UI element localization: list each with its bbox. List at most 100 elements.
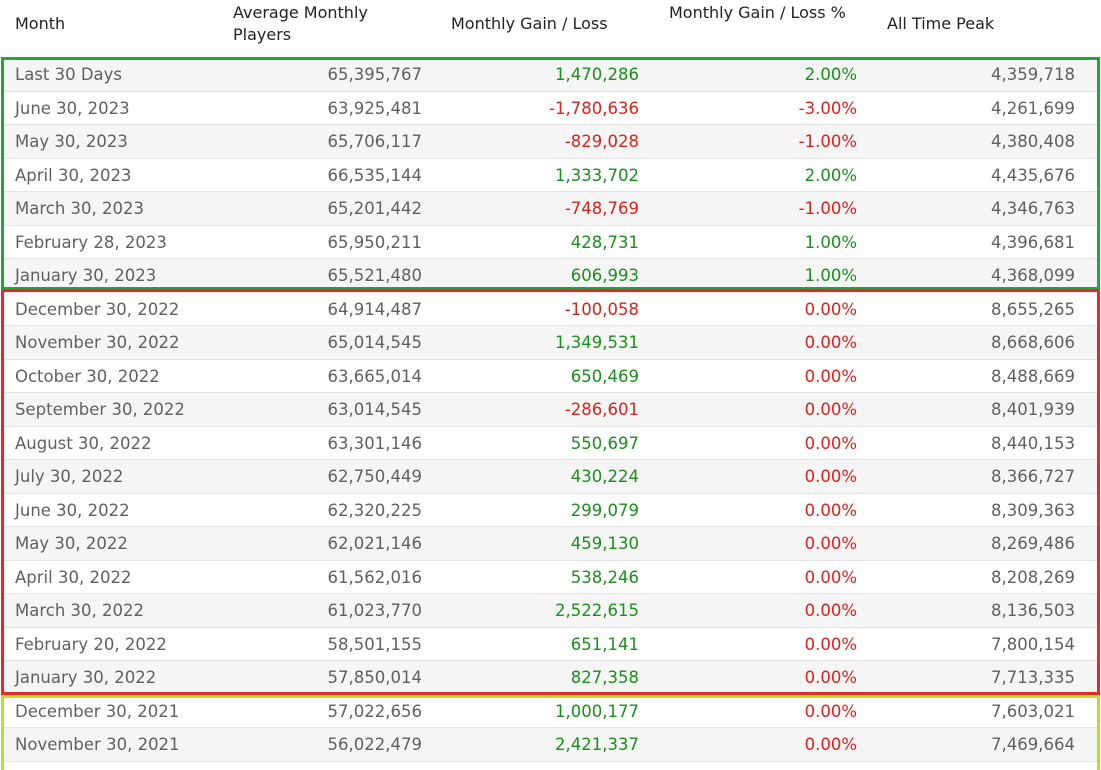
cell-average-players: 66,535,144 <box>327 165 422 185</box>
cell-gain-loss-percent: 0.00% <box>804 634 857 654</box>
cell-gain-loss: 1,349,531 <box>555 333 639 352</box>
cell-gain-loss: -748,769 <box>564 199 639 218</box>
cell-all-time-peak: 4,435,676 <box>991 165 1075 185</box>
cell-month: January 30, 2022 <box>15 668 157 687</box>
cell-month: November 30, 2022 <box>15 333 180 352</box>
cell-average-players: 65,014,545 <box>327 333 422 352</box>
cell-gain-loss: -1,780,636 <box>549 98 639 118</box>
cell-month: March 30, 2023 <box>15 199 145 218</box>
cell-gain-loss-percent: 0.00% <box>804 735 857 754</box>
header-month[interactable]: Month <box>15 14 66 33</box>
cell-month: December 30, 2021 <box>15 701 180 721</box>
cell-all-time-peak: 8,401,939 <box>991 400 1075 419</box>
cell-average-players: 64,914,487 <box>327 299 422 319</box>
cell-all-time-peak: 8,440,153 <box>991 433 1075 453</box>
table-row[interactable]: May 30, 2022 62,021,146 459,130 0.00% 8,269,… <box>2 527 1099 561</box>
cell-average-players: 63,925,481 <box>327 98 422 118</box>
table-row[interactable]: July 30, 2022 62,750,449 430,224 0.00% 8,366… <box>2 460 1099 494</box>
table-row[interactable]: August 30, 2022 63,301,146 550,697 0.00% 8,4… <box>2 426 1099 460</box>
cell-gain-loss: 459,130 <box>570 534 639 553</box>
cell-average-players: 56,022,479 <box>327 735 422 754</box>
cell-month: February 20, 2022 <box>15 634 167 654</box>
cell-average-players: 58,501,155 <box>327 634 422 654</box>
cell-gain-loss: 2,421,337 <box>555 735 639 754</box>
cell-gain-loss-percent: 2.00% <box>804 65 857 84</box>
cell-month: June 30, 2023 <box>15 98 130 118</box>
table-row[interactable]: March 30, 2023 65,201,442 -748,769 -1.00% 4,… <box>2 192 1099 226</box>
table-row[interactable]: November 30, 2021 56,022,479 2,421,337 0.00… <box>2 728 1099 762</box>
cell-all-time-peak: 8,668,606 <box>991 333 1075 352</box>
cell-gain-loss-percent: 2.00% <box>804 165 857 185</box>
cell-month: May 30, 2022 <box>15 534 128 553</box>
table-row[interactable]: January 30, 2023 65,521,480 606,993 1.00% 4,… <box>2 259 1099 293</box>
cell-gain-loss-percent: 0.00% <box>804 366 857 386</box>
cell-month: May 30, 2023 <box>15 132 128 151</box>
cell-all-time-peak: 4,346,763 <box>991 199 1075 218</box>
table-row[interactable]: December 30, 2022 64,914,487 -100,058 0.00%… <box>2 292 1099 326</box>
cell-gain-loss: 651,141 <box>570 634 639 654</box>
cell-average-players: 63,014,545 <box>327 400 422 419</box>
cell-gain-loss: 2,522,615 <box>555 601 639 620</box>
cell-gain-loss-percent: 1.00% <box>804 232 857 252</box>
cell-gain-loss: 606,993 <box>570 266 639 285</box>
cell-gain-loss: 650,469 <box>570 366 639 386</box>
table-row[interactable]: February 20, 2022 58,501,155 651,141 0.00% 7… <box>2 627 1099 661</box>
table-row[interactable]: December 30, 2021 57,022,656 1,000,177 0.00… <box>2 694 1099 728</box>
cell-average-players: 65,395,767 <box>327 65 422 84</box>
table-row[interactable]: October 30, 2022 63,665,014 650,469 0.00% 8,… <box>2 359 1099 393</box>
cell-month: February 28, 2023 <box>15 232 167 252</box>
cell-month: August 30, 2022 <box>15 433 152 453</box>
cell-gain-loss-percent: -3.00% <box>798 98 857 118</box>
table-row[interactable]: Last 30 Days 65,395,767 1,470,286 2.00% 4,35… <box>2 58 1099 92</box>
cell-average-players: 57,850,014 <box>327 668 422 687</box>
cell-all-time-peak: 7,713,335 <box>991 668 1075 687</box>
cell-gain-loss-percent: 0.00% <box>804 668 857 687</box>
cell-gain-loss: 1,333,702 <box>555 165 639 185</box>
cell-month: Last 30 Days <box>15 65 123 84</box>
cell-all-time-peak: 8,136,503 <box>991 601 1075 620</box>
cell-gain-loss: 428,731 <box>570 232 639 252</box>
cell-gain-loss: 430,224 <box>570 467 639 486</box>
cell-average-players: 65,950,211 <box>327 232 422 252</box>
cell-gain-loss-percent: 0.00% <box>804 433 857 453</box>
cell-gain-loss-percent: 0.00% <box>804 467 857 486</box>
cell-gain-loss-percent: 0.00% <box>804 601 857 620</box>
cell-all-time-peak: 8,269,486 <box>991 534 1075 553</box>
cell-all-time-peak: 4,380,408 <box>991 132 1075 151</box>
cell-average-players: 62,750,449 <box>327 467 422 486</box>
cell-gain-loss-percent: 0.00% <box>804 400 857 419</box>
cell-gain-loss-percent: 0.00% <box>804 333 857 352</box>
cell-gain-loss: -100,058 <box>564 299 639 319</box>
table-row[interactable]: April 30, 2022 61,562,016 538,246 0.00% 8,20… <box>2 560 1099 594</box>
cell-gain-loss-percent: 0.00% <box>804 299 857 319</box>
cell-month: December 30, 2022 <box>15 299 180 319</box>
cell-all-time-peak: 7,469,664 <box>991 735 1075 754</box>
cell-all-time-peak: 7,603,021 <box>991 701 1075 721</box>
cell-gain-loss: 1,000,177 <box>555 701 639 721</box>
table-row[interactable]: April 30, 2023 66,535,144 1,333,702 2.00% 4,… <box>2 158 1099 192</box>
cell-month: April 30, 2022 <box>15 567 132 587</box>
table-row[interactable]: February 28, 2023 65,950,211 428,731 1.00% 4… <box>2 225 1099 259</box>
cell-average-players: 62,320,225 <box>327 500 422 520</box>
table-row[interactable]: November 30, 2022 65,014,545 1,349,531 0.00… <box>2 326 1099 360</box>
header-monthly-gain-loss-percent[interactable]: Monthly Gain / Loss % <box>669 3 846 22</box>
header-all-time-peak[interactable]: All Time Peak <box>887 14 995 33</box>
cell-all-time-peak: 7,800,154 <box>991 634 1075 654</box>
table-row[interactable]: June 30, 2023 63,925,481 -1,780,636 -3.00% 4… <box>2 91 1099 125</box>
table-row[interactable]: June 30, 2022 62,320,225 299,079 0.00% 8,309… <box>2 493 1099 527</box>
table-row[interactable]: September 30, 2022 63,014,545 -286,601 0.00… <box>2 393 1099 427</box>
cell-gain-loss: 1,470,286 <box>555 65 639 84</box>
cell-gain-loss: 299,079 <box>570 500 639 520</box>
cell-month: October 30, 2022 <box>15 366 160 386</box>
table-header: Month Average Monthly Players Monthly Ga… <box>0 0 1101 56</box>
cell-average-players: 65,706,117 <box>327 132 422 151</box>
table-row[interactable]: March 30, 2022 61,023,770 2,522,615 0.00% 8,… <box>2 594 1099 628</box>
header-average-monthly-players[interactable]: Average Monthly Players <box>233 3 368 44</box>
cell-gain-loss-percent: 1.00% <box>804 266 857 285</box>
table-row[interactable]: January 30, 2022 57,850,014 827,358 0.00% 7,… <box>2 661 1099 695</box>
header-monthly-gain-loss[interactable]: Monthly Gain / Loss <box>451 14 608 33</box>
cell-month: April 30, 2023 <box>15 165 132 185</box>
table-row[interactable]: May 30, 2023 65,706,117 -829,028 -1.00% 4,38… <box>2 125 1099 159</box>
cell-average-players: 65,521,480 <box>327 266 422 285</box>
cell-gain-loss: 550,697 <box>570 433 639 453</box>
